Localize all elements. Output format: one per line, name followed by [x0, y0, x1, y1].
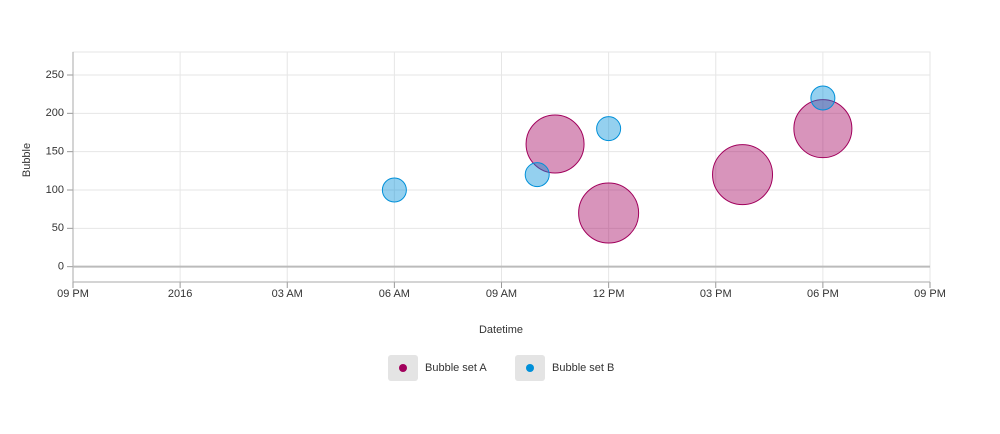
x-tick-label: 06 PM: [807, 288, 839, 300]
legend-marker: [526, 364, 534, 372]
bubble: [712, 144, 774, 206]
x-tick-label: 09 AM: [486, 288, 517, 300]
x-tick-label: 03 PM: [700, 288, 732, 300]
bubble: [381, 177, 407, 203]
bubble: [596, 116, 622, 142]
x-axis-label: Datetime: [479, 324, 523, 336]
y-tick-label: 150: [46, 146, 64, 158]
legend-label[interactable]: Bubble set B: [552, 362, 614, 374]
x-tick-label: 09 PM: [914, 288, 946, 300]
x-tick-label: 2016: [168, 288, 192, 300]
bubble: [810, 85, 836, 111]
legend-marker: [399, 364, 407, 372]
y-axis-label: Bubble: [21, 143, 33, 177]
bubble: [525, 114, 585, 174]
legend-label[interactable]: Bubble set A: [425, 362, 487, 374]
bubble: [524, 162, 550, 188]
y-tick-label: 50: [52, 222, 64, 234]
y-tick-label: 100: [46, 184, 64, 196]
y-tick-label: 0: [58, 261, 64, 273]
x-tick-label: 06 AM: [379, 288, 410, 300]
x-tick-label: 09 PM: [57, 288, 89, 300]
y-tick-label: 250: [46, 69, 64, 81]
bubble: [793, 99, 853, 159]
y-tick-label: 200: [46, 107, 64, 119]
x-tick-label: 03 AM: [272, 288, 303, 300]
x-tick-label: 12 PM: [593, 288, 625, 300]
bubble: [578, 182, 640, 244]
